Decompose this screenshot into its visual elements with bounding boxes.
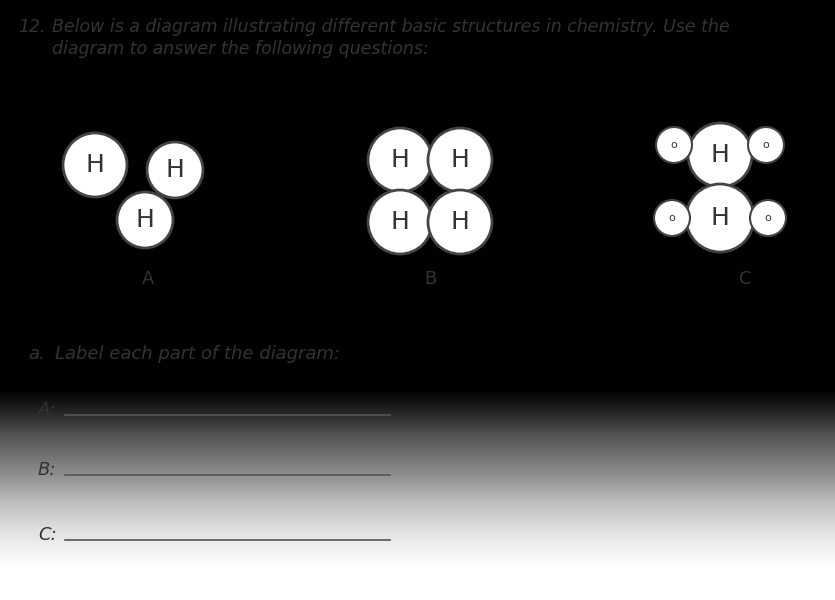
Circle shape (147, 142, 203, 198)
Circle shape (688, 123, 752, 187)
Text: 12.: 12. (18, 18, 45, 36)
Circle shape (428, 190, 492, 254)
Circle shape (368, 128, 432, 192)
Circle shape (428, 128, 492, 192)
Circle shape (656, 127, 692, 163)
Text: H: H (711, 143, 730, 167)
Text: H: H (451, 148, 469, 172)
Text: Label each part of the diagram:: Label each part of the diagram: (55, 345, 340, 363)
Circle shape (368, 190, 432, 254)
Text: C: C (739, 270, 752, 288)
Text: a.: a. (28, 345, 45, 363)
Text: H: H (391, 210, 409, 234)
Text: C:: C: (38, 526, 57, 544)
Text: H: H (85, 153, 104, 177)
Text: o: o (765, 213, 772, 223)
Text: Below is a diagram illustrating different basic structures in chemistry. Use the: Below is a diagram illustrating differen… (52, 18, 730, 36)
Text: o: o (671, 140, 677, 150)
Circle shape (654, 200, 690, 236)
Text: H: H (135, 208, 154, 232)
Text: diagram to answer the following questions:: diagram to answer the following question… (52, 40, 428, 58)
Circle shape (686, 184, 754, 252)
Circle shape (63, 133, 127, 197)
Text: B:: B: (38, 461, 57, 479)
Text: B: B (424, 270, 436, 288)
Circle shape (750, 200, 786, 236)
Text: H: H (391, 148, 409, 172)
Text: A: A (142, 270, 154, 288)
Text: o: o (762, 140, 769, 150)
Text: A:: A: (38, 401, 57, 419)
Circle shape (748, 127, 784, 163)
Text: o: o (669, 213, 676, 223)
Text: H: H (165, 158, 185, 182)
Text: H: H (451, 210, 469, 234)
Circle shape (117, 192, 173, 248)
Text: H: H (711, 206, 730, 230)
